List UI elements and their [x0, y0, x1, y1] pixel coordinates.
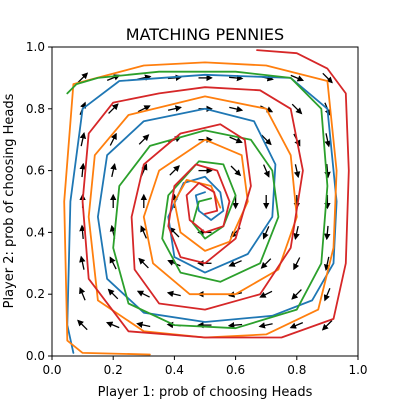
field-arrow-45 — [227, 321, 243, 329]
x-axis-label: Player 1: prob of choosing Heads — [98, 385, 313, 400]
field-arrow-15 — [110, 163, 117, 178]
field-arrow-53 — [229, 74, 244, 82]
field-arrow-47 — [228, 260, 242, 267]
field-arrow-77 — [324, 164, 331, 179]
field-arrow-66 — [293, 225, 300, 240]
series-line-3 — [66, 70, 329, 330]
field-arrow-74 — [323, 256, 331, 271]
x-axis: 0.0 0.2 0.4 0.6 0.8 1.0 — [42, 356, 368, 377]
x-tick-label: 0.2 — [104, 363, 123, 377]
field-arrow-12 — [109, 256, 117, 270]
y-tick-label: 0.2 — [26, 287, 45, 301]
x-tick-label: 0.6 — [226, 363, 245, 377]
series-line-4 — [81, 49, 350, 339]
y-tick-label: 0.4 — [26, 225, 45, 239]
field-arrow-55 — [259, 290, 273, 298]
field-arrow-10 — [105, 321, 120, 329]
field-arrow-60 — [261, 134, 272, 146]
field-arrow-9 — [77, 72, 89, 83]
field-arrow-71 — [290, 74, 304, 82]
field-arrow-19 — [136, 321, 151, 328]
field-arrow-56 — [260, 258, 272, 269]
field-arrow-78 — [324, 133, 331, 148]
field-arrow-7 — [79, 132, 87, 147]
field-arrow-52 — [229, 105, 244, 113]
y-axis: 0.0 0.2 0.4 0.6 0.8 1.0 — [26, 40, 52, 363]
field-arrow-1 — [77, 319, 88, 331]
vector-field — [77, 72, 333, 331]
field-arrow-80 — [322, 72, 333, 84]
field-arrow-33 — [169, 165, 180, 176]
field-arrow-4 — [79, 224, 86, 239]
field-arrow-68 — [293, 164, 301, 179]
field-arrow-6 — [79, 162, 86, 178]
field-arrow-70 — [291, 103, 303, 115]
field-arrow-73 — [323, 287, 331, 302]
x-tick-label: 1.0 — [348, 363, 367, 377]
field-arrow-20 — [136, 290, 150, 298]
field-arrow-22 — [140, 225, 147, 239]
field-arrow-63 — [289, 322, 304, 329]
chart-title: MATCHING PENNIES — [126, 25, 284, 44]
y-axis-label: Player 2: prob of choosing Heads — [2, 93, 17, 308]
field-arrow-50 — [230, 165, 242, 177]
field-arrow-31 — [168, 226, 180, 238]
x-tick-label: 0.8 — [287, 363, 306, 377]
field-arrow-25 — [138, 134, 150, 145]
field-arrow-57 — [262, 226, 270, 240]
y-tick-label: 0.6 — [26, 164, 45, 178]
series-line-1 — [66, 73, 338, 354]
x-tick-label: 0.4 — [165, 363, 184, 377]
field-arrow-72 — [321, 320, 333, 331]
field-arrow-17 — [108, 103, 119, 114]
field-arrow-54 — [258, 322, 273, 329]
field-arrow-30 — [167, 259, 181, 267]
y-tick-label: 1.0 — [26, 40, 45, 54]
field-arrow-21 — [138, 257, 149, 269]
field-arrow-29 — [166, 290, 181, 298]
field-arrow-16 — [109, 132, 117, 146]
y-tick-label: 0.8 — [26, 102, 45, 116]
x-tick-label: 0.0 — [42, 363, 61, 377]
series-line-2 — [63, 61, 338, 356]
field-arrow-51 — [229, 136, 243, 144]
field-arrow-35 — [167, 105, 182, 112]
field-arrow-75 — [324, 225, 331, 241]
field-arrow-64 — [291, 289, 302, 300]
field-arrow-26 — [137, 105, 151, 113]
field-arrow-65 — [293, 257, 301, 271]
field-arrow-59 — [263, 164, 270, 178]
field-arrow-3 — [79, 255, 86, 270]
plot-frame — [51, 46, 359, 357]
series-layer — [63, 49, 350, 356]
field-arrow-11 — [107, 288, 119, 300]
y-tick-label: 0.0 — [26, 349, 45, 363]
field-arrow-2 — [79, 287, 86, 301]
